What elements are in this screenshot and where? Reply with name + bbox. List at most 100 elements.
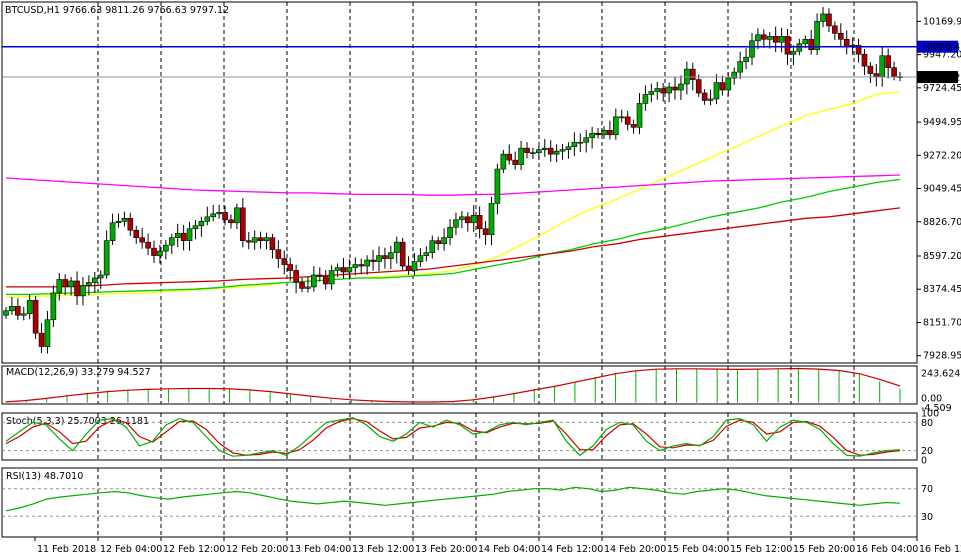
bullish-candle [755,34,761,42]
stoch-title: Stoch(5,3,3) 25.7003 26.1181 [6,416,149,427]
time-label: 14 Feb 12:00 [541,544,603,555]
time-label: 13 Feb 12:00 [352,544,414,555]
bullish-candle [26,300,33,315]
bullish-candle [92,277,98,283]
bullish-candle [536,149,542,153]
bullish-candle [820,13,826,22]
stoch-axis-label: 80 [921,418,933,429]
bearish-candle [316,274,323,277]
bearish-candle [340,267,347,273]
bearish-candle [524,147,530,153]
chart-symbol-header: BTCUSD,H1 9766.63 9811.26 9766.63 9797.1… [5,5,229,16]
price-label: 10169.95 [923,16,961,27]
bearish-candle [855,44,862,55]
stoch-axis-label: 0 [921,456,927,467]
bearish-candle [595,132,601,136]
bearish-candle [832,25,838,34]
bullish-candle [216,212,222,215]
bullish-candle [103,240,110,276]
price-label: 8826.70 [923,217,961,228]
bullish-candle [388,252,394,259]
moving-average-line [5,90,901,299]
bullish-candle [393,241,400,253]
rsi-line [5,486,901,512]
bullish-candle [44,319,51,347]
bearish-candle [719,82,726,91]
bearish-candle [382,255,388,259]
bearish-candle [885,55,891,68]
bullish-candle [251,237,258,243]
bearish-candle [808,38,814,51]
bearish-candle [482,228,489,236]
bearish-candle [465,216,471,224]
bullish-candle [488,203,495,236]
bullish-candle [731,71,738,79]
bullish-candle [305,286,311,289]
last-price-tag [917,71,958,84]
bullish-candle [541,147,548,150]
price-label: 8597.20 [923,251,961,262]
time-label: 14 Feb 20:00 [604,544,666,555]
bullish-candle [210,213,217,218]
bearish-candle [245,240,252,243]
price-label: 9947.20 [923,50,961,61]
bullish-candle [20,313,27,316]
bearish-candle [624,116,631,125]
bearish-candle [151,247,157,256]
panel-frame-rsi [1,467,918,538]
bearish-candle [281,258,288,265]
bearish-candle [299,282,305,289]
time-label: 16 Feb 12:00 [919,544,961,555]
bearish-candle [38,332,45,347]
macd-axis-label: 243.624 [921,368,960,379]
bearish-candle [358,264,365,267]
bearish-candle [772,36,779,43]
bearish-candle [873,73,880,77]
bullish-candle [311,274,317,288]
bullish-candle [749,40,755,58]
bullish-candle [518,147,524,165]
bullish-candle [459,216,465,221]
stoch-axis-label: 20 [921,446,933,457]
time-label: 14 Feb 04:00 [478,544,540,555]
stoch-main-line [5,417,901,457]
bullish-candle [618,116,625,119]
bullish-candle [417,255,424,262]
macd-title: MACD(12,26,9) 33.279 94.527 [6,367,151,378]
bullish-candle [654,88,661,92]
bearish-candle [867,65,874,74]
bullish-candle [500,153,507,170]
vertical-grid [97,2,918,537]
bearish-candle [275,249,282,259]
bullish-candle [737,61,743,73]
bearish-candle [370,259,376,262]
bearish-candle [127,218,134,231]
bullish-candle [198,220,205,227]
moving-averages [5,90,901,299]
bearish-candle [257,237,264,241]
panel-frame-macd [1,365,918,405]
bullish-candle [163,244,169,252]
bearish-candle [74,280,80,297]
bullish-candle [157,250,163,256]
bullish-candle [68,280,74,288]
bearish-candle [15,306,21,316]
bullish-candle [790,50,797,55]
macd-axis-label: -4.509 [921,403,952,414]
bullish-candle [453,219,459,228]
bullish-candle [796,43,803,52]
bearish-candle [826,13,832,27]
bullish-candle [814,21,820,51]
bullish-candle [725,77,732,91]
bullish-candle [601,129,607,136]
bullish-candle [97,274,104,279]
bullish-candle [328,270,335,285]
price-label: 9724.45 [923,83,961,94]
price-label: 9272.20 [923,150,961,161]
bearish-candle [476,215,483,230]
bullish-candle [879,55,886,77]
bullish-candle [109,222,116,241]
bullish-candle [364,259,370,267]
bullish-candle [583,137,590,143]
bullish-candle [50,292,57,321]
